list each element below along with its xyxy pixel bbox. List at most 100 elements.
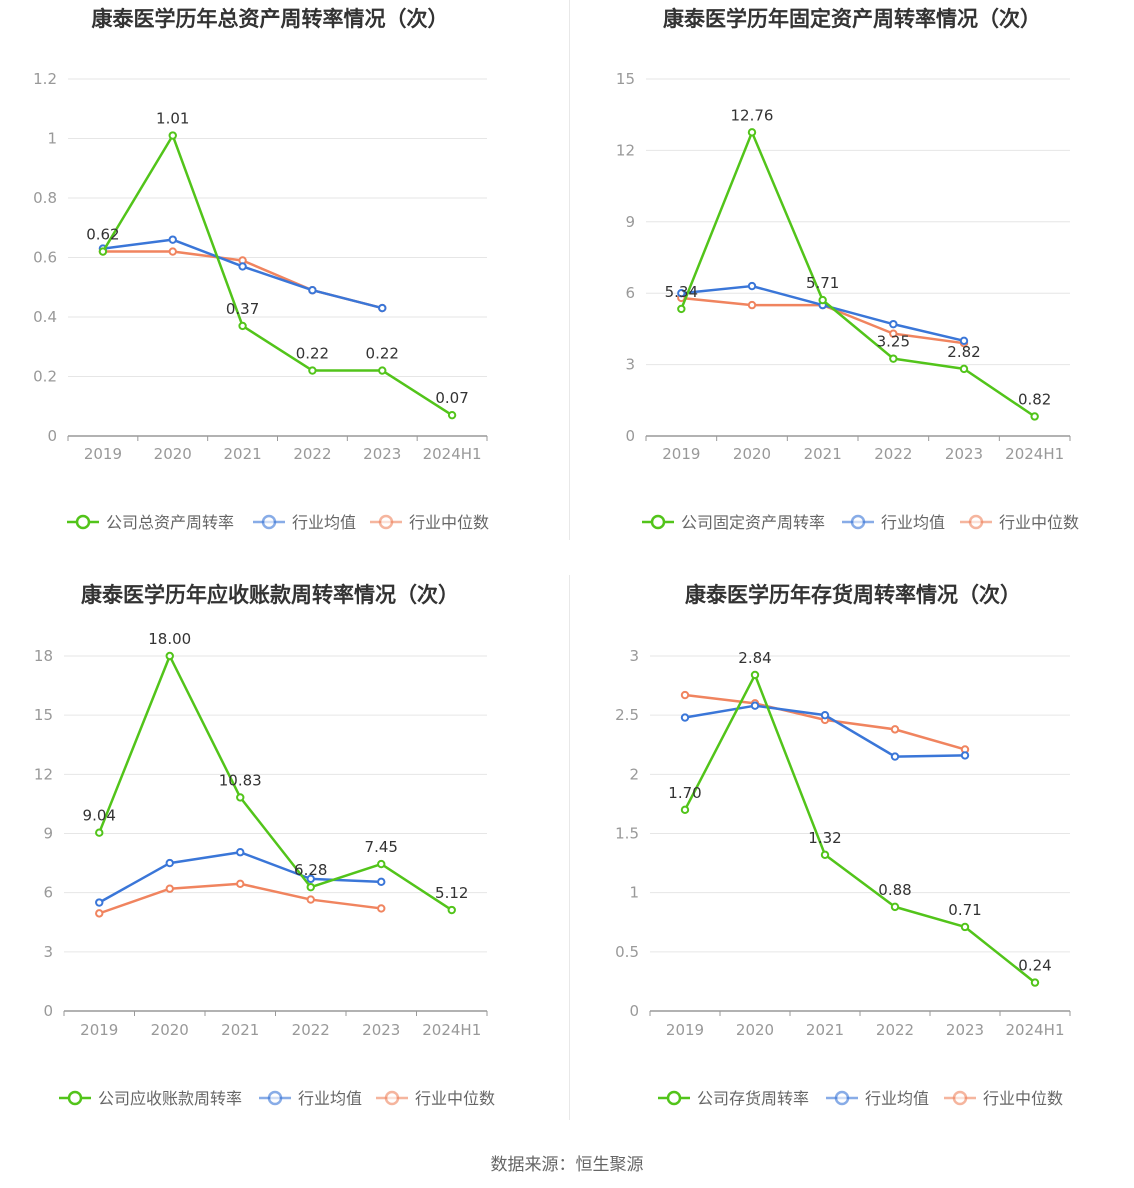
data-label: 2.82: [947, 343, 980, 361]
data-label: 9.04: [83, 807, 116, 825]
data-point-median: [236, 879, 245, 888]
data-point-company: [447, 410, 457, 420]
data-point-company: [236, 793, 245, 802]
data-point-company: [1030, 978, 1040, 987]
legend-label-company: 公司固定资产周转率: [681, 513, 825, 532]
y-tick-label: 0.6: [33, 249, 57, 267]
data-point-company: [680, 805, 690, 815]
x-tick-label: 2024H1: [423, 445, 482, 463]
legend-label-median: 行业中位数: [409, 513, 489, 532]
series-line-median: [98, 882, 382, 915]
x-tick-label: 2023: [363, 445, 401, 463]
y-tick-label: 1: [47, 130, 57, 148]
data-point-avg: [960, 751, 970, 760]
data-point-avg: [95, 898, 104, 907]
legend-label-company: 公司应收账款周转率: [98, 1089, 242, 1108]
legend-marker-avg: [267, 1090, 283, 1106]
chart-1: 康泰医学历年总资产周转率情况（次） 0 0.2 0.4 0.6 0.8 1 1.2 2019 20…: [33, 7, 489, 532]
legend-marker-company: [666, 1090, 682, 1106]
data-point-company: [98, 247, 108, 256]
data-point-company: [960, 922, 970, 932]
data-point-company: [168, 131, 177, 140]
x-tick-label: 2021: [806, 1021, 844, 1039]
y-tick-label: 3: [629, 647, 639, 665]
data-point-company: [447, 905, 456, 915]
data-label: 1.32: [808, 829, 841, 847]
data-point-avg: [890, 752, 900, 761]
legend-marker-company: [67, 1090, 83, 1106]
x-tick-label: 2022: [876, 1021, 914, 1039]
y-tick-label: 9: [43, 825, 53, 843]
data-label: 5.71: [806, 274, 839, 292]
data-point-company: [889, 354, 898, 363]
x-tick-label: 2019: [662, 445, 700, 463]
y-tick-label: 6: [625, 284, 635, 302]
y-tick-label: 15: [616, 70, 635, 88]
data-label: 5.34: [665, 283, 698, 301]
data-point-median: [747, 300, 757, 310]
series-line-company: [98, 654, 453, 912]
y-tick-label: 0.4: [33, 308, 57, 326]
chart-3: 康泰医学历年应收账款周转率情况（次） 0 3 6 9 12 15 18 2019 2020 2021…: [34, 583, 495, 1108]
chart-2: 康泰医学历年固定资产周转率情况（次） 0 3 6 9 12 15 2019 2020 2021 20…: [616, 7, 1079, 532]
legend-label-company: 公司总资产周转率: [106, 513, 234, 532]
legend-marker-avg: [834, 1090, 850, 1106]
data-point-avg: [377, 877, 386, 887]
data-label: 10.83: [219, 771, 262, 789]
data-point-avg: [750, 701, 760, 710]
data-point-company: [820, 850, 830, 859]
data-label: 0.37: [226, 300, 259, 318]
y-tick-label: 3: [625, 356, 635, 374]
data-point-company: [677, 304, 686, 314]
y-tick-label: 1.2: [33, 70, 57, 88]
data-point-company: [95, 828, 104, 837]
data-point-median: [889, 329, 898, 338]
data-label: 2.84: [738, 649, 771, 667]
data-label: 0.71: [948, 901, 981, 919]
x-tick-label: 2021: [223, 445, 261, 463]
data-label: 1.70: [668, 784, 701, 802]
x-tick-label: 2019: [84, 445, 122, 463]
data-point-company: [818, 295, 827, 305]
y-tick-label: 0: [625, 427, 635, 445]
source-note: 数据来源：恒生聚源: [490, 1155, 644, 1175]
data-point-median: [680, 690, 690, 700]
data-label: 1.01: [156, 110, 189, 128]
y-tick-label: 1: [629, 884, 639, 902]
y-tick-label: 0: [47, 427, 57, 445]
data-label: 0.07: [435, 389, 468, 407]
data-point-median: [168, 247, 177, 256]
data-point-company: [306, 882, 315, 892]
x-tick-label: 2022: [292, 1021, 330, 1039]
series-line-company: [680, 131, 1036, 418]
data-point-company: [238, 321, 247, 331]
x-tick-label: 2020: [154, 445, 192, 463]
legend-label-avg: 行业均值: [881, 513, 945, 532]
legend-marker-median: [378, 514, 394, 530]
data-point-avg: [747, 281, 757, 291]
legend-marker-median: [952, 1090, 968, 1106]
data-point-median: [165, 884, 174, 893]
chart-4: 康泰医学历年存货周转率情况（次） 0 0.5 1 1.5 2 2.5 3 2019 2020 202…: [615, 583, 1071, 1108]
legend-marker-company: [75, 514, 91, 530]
legend-label-median: 行业中位数: [415, 1089, 495, 1108]
series-line-avg: [681, 284, 965, 343]
data-label: 5.12: [435, 884, 468, 902]
data-point-avg: [820, 710, 830, 720]
data-label: 18.00: [148, 630, 191, 648]
data-point-avg: [306, 874, 315, 884]
series-line-company: [101, 134, 453, 417]
legend-label-avg: 行业均值: [865, 1089, 929, 1108]
data-label: 0.22: [296, 345, 329, 363]
data-point-median: [95, 909, 104, 918]
y-tick-label: 12: [34, 765, 53, 783]
data-point-median: [890, 725, 900, 734]
data-point-avg: [165, 858, 174, 868]
y-tick-label: 12: [616, 141, 635, 159]
y-tick-label: 3: [43, 943, 53, 961]
data-point-company: [890, 902, 900, 912]
chart-title: 康泰医学历年总资产周转率情况（次）: [92, 7, 449, 31]
data-point-company: [750, 670, 760, 680]
legend-label-avg: 行业均值: [292, 513, 356, 532]
legend-label-company: 公司存货周转率: [697, 1089, 809, 1108]
